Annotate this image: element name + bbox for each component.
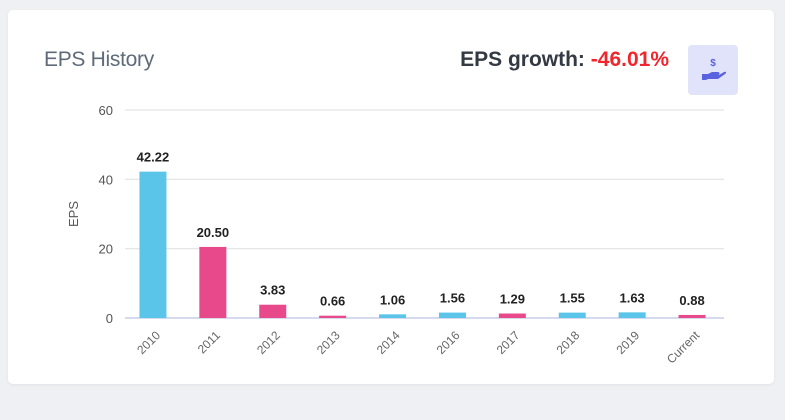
x-tick-label: 2014 [374,328,403,357]
x-tick-label: 2019 [613,328,642,357]
x-tick-label: 2012 [254,328,283,357]
eps-growth: EPS growth: -46.01% [460,48,669,72]
x-tick-label: 2017 [494,328,523,357]
x-tick-label: 2016 [434,328,463,357]
bar [498,313,526,318]
bar [139,171,167,318]
x-tick-label: Current [664,328,703,367]
eps-growth-value: -46.01% [590,48,669,71]
eps-growth-label: EPS growth: [460,48,585,71]
y-tick-label: 20 [99,242,113,257]
y-tick-label: 0 [106,311,113,326]
data-label: 3.83 [260,283,285,298]
bar [618,312,646,318]
data-label: 42.22 [137,150,170,165]
data-label: 1.29 [500,292,525,307]
hand-holding-dollar-icon: $ [702,58,726,80]
eps-icon-button[interactable]: $ [688,45,738,95]
bar [438,312,466,318]
data-label: 0.66 [320,294,345,309]
x-tick-label: 2010 [134,328,163,357]
data-label: 1.63 [619,290,644,305]
svg-text:$: $ [710,58,716,69]
bar [558,312,586,318]
y-axis-label: EPS [66,201,81,227]
x-tick-label: 2018 [554,328,583,357]
bar [319,315,347,318]
bar [259,304,287,318]
data-label: 20.50 [197,225,230,240]
data-label: 0.88 [679,293,704,308]
data-label: 1.06 [380,292,405,307]
data-label: 1.56 [440,291,465,306]
bar [678,314,706,318]
data-label: 1.55 [560,291,585,306]
bar [379,314,407,318]
x-tick-label: 2011 [195,328,223,356]
x-tick-label: 2013 [314,328,343,357]
y-tick-label: 40 [99,172,113,187]
bar [199,246,227,318]
eps-history-card [8,10,774,384]
y-tick-label: 60 [99,103,113,118]
card-title: EPS History [44,48,154,71]
